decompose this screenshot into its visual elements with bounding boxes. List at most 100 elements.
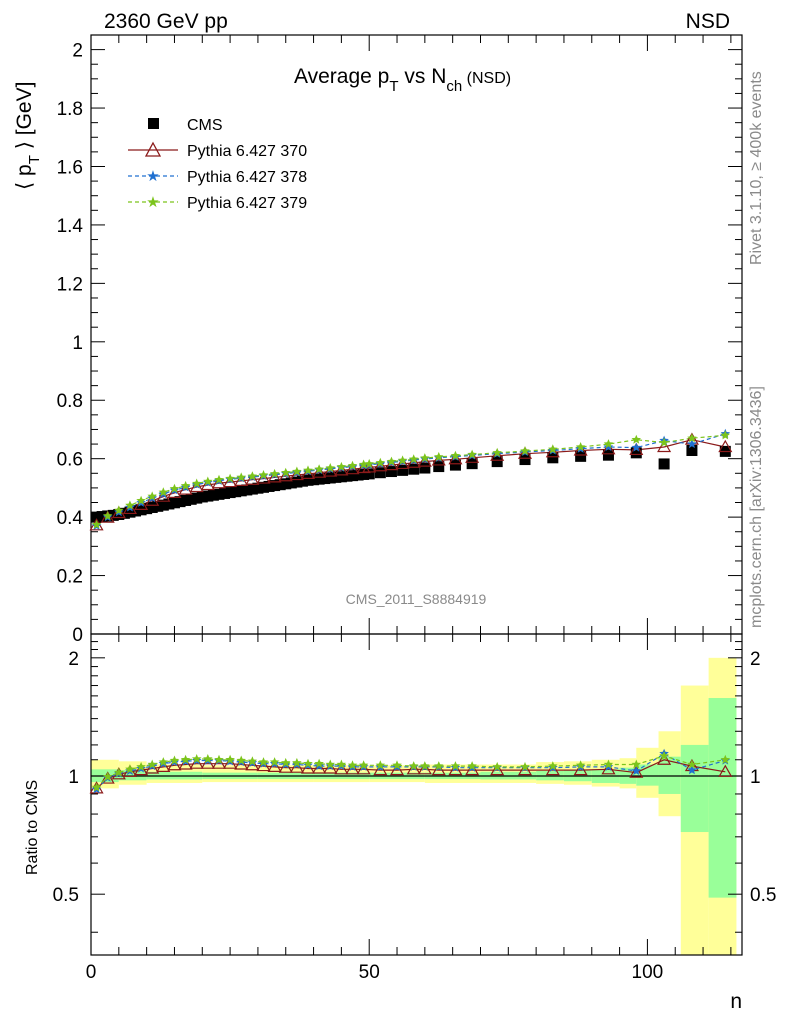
band-green — [708, 698, 737, 898]
cms-data-point — [374, 467, 386, 479]
marker-370 — [362, 460, 377, 473]
marker-379 — [364, 458, 374, 468]
ratio-marker-370 — [601, 762, 616, 775]
cms-data-point — [269, 480, 281, 492]
marker-370 — [289, 467, 304, 481]
ratio-marker-379 — [214, 754, 224, 764]
mcplots-label: mcplots.cern.ch [arXiv:1306.3436] — [748, 386, 765, 628]
ratio-marker-370 — [323, 761, 338, 774]
cms-data-point — [408, 463, 420, 475]
cms-data-point — [363, 468, 375, 480]
ratio-marker-370 — [373, 762, 388, 776]
legend-label-378: Pythia 6.427 378 — [187, 169, 307, 186]
y-tick-label: 1.4 — [57, 216, 84, 237]
ratio-tick-label: 2 — [68, 649, 79, 670]
cms-data-point — [174, 496, 186, 508]
cms-data-point — [575, 450, 587, 462]
header-left-label: 2360 GeV pp — [104, 10, 228, 33]
cms-data-point — [358, 468, 370, 480]
marker-370 — [178, 482, 193, 495]
marker-379 — [397, 455, 408, 465]
cms-data-point — [335, 471, 347, 483]
ratio-marker-379 — [314, 758, 324, 768]
cms-data-point — [347, 470, 359, 482]
ratio-marker-379 — [180, 754, 191, 764]
cms-data-point — [291, 476, 303, 488]
cms-data-point — [157, 499, 169, 511]
ratio-marker-379 — [720, 754, 731, 764]
marker-370 — [345, 461, 360, 475]
marker-370 — [384, 457, 399, 471]
legend-label-370: Pythia 6.427 370 — [187, 143, 307, 160]
cms-data-point — [213, 488, 225, 500]
ratio-marker-370 — [312, 761, 327, 774]
marker-370 — [111, 505, 126, 519]
ratio-marker-370 — [517, 762, 533, 776]
marker-379 — [467, 449, 477, 459]
cms-data-point — [152, 500, 164, 512]
cms-data-point — [491, 456, 503, 468]
cms-data-point — [107, 509, 119, 521]
marker-370 — [234, 473, 249, 486]
x-axis-label: n — [730, 990, 742, 1013]
ratio-tick-label: 0.5 — [53, 885, 79, 906]
series-line-pythia-6.427-370 — [96, 439, 726, 526]
ratio-marker-370 — [289, 760, 304, 773]
ratio-marker-379 — [281, 757, 291, 767]
marker-379 — [434, 451, 444, 461]
ratio-marker-378 — [631, 766, 641, 775]
ratio-marker-379 — [158, 757, 169, 767]
ratio-marker-370 — [245, 758, 260, 771]
ratio-line-2 — [96, 752, 726, 790]
ratio-marker-370 — [345, 762, 360, 775]
cms-data-point — [124, 506, 136, 518]
ratio-tick-label-right: 1 — [750, 767, 761, 788]
cms-data-point — [449, 459, 461, 471]
marker-379 — [720, 430, 731, 440]
y-tick-label: 1.2 — [57, 274, 83, 295]
cms-data-point — [219, 487, 231, 499]
cms-data-point — [168, 497, 180, 509]
ratio-marker-370 — [134, 762, 149, 776]
marker-379 — [420, 453, 430, 463]
marker-370 — [256, 471, 271, 484]
marker-379 — [450, 450, 461, 460]
marker-379 — [236, 472, 246, 482]
cms-data-point — [341, 470, 353, 482]
ratio-marker-370 — [406, 762, 421, 775]
ratio-marker-379 — [136, 761, 146, 771]
marker-370 — [145, 493, 160, 506]
analysis-watermark: CMS_2011_S8884919 — [346, 591, 487, 607]
cms-data-point — [397, 464, 409, 476]
cms-data-point — [630, 447, 642, 459]
cms-data-point — [263, 480, 275, 492]
ratio-marker-379 — [236, 755, 246, 765]
cms-data-point — [658, 458, 670, 470]
y-tick-label: 0.4 — [57, 508, 84, 529]
cms-data-point — [466, 458, 478, 470]
marker-370 — [601, 442, 616, 455]
cms-data-point — [285, 477, 297, 489]
marker-378 — [603, 442, 614, 451]
marker-370 — [312, 465, 327, 478]
marker-370 — [545, 445, 560, 458]
marker-370 — [122, 501, 137, 515]
ratio-marker-370 — [145, 761, 160, 774]
cms-data-point — [686, 445, 698, 457]
ratio-marker-370 — [178, 757, 193, 770]
legend-marker-370 — [144, 141, 162, 157]
cms-data-point — [419, 462, 431, 474]
ratio-axis-label: Ratio to CMS — [24, 780, 41, 875]
marker-379 — [492, 447, 502, 457]
marker-370 — [406, 455, 421, 468]
ratio-marker-379 — [492, 761, 502, 771]
y-tick-label: 2 — [72, 41, 83, 62]
marker-379 — [214, 474, 224, 484]
cms-data-point — [296, 475, 308, 487]
cms-data-point — [324, 472, 336, 484]
ratio-marker-370 — [223, 756, 238, 769]
ratio-marker-370 — [389, 762, 405, 776]
marker-379 — [192, 478, 202, 488]
ratio-marker-370 — [334, 762, 349, 775]
